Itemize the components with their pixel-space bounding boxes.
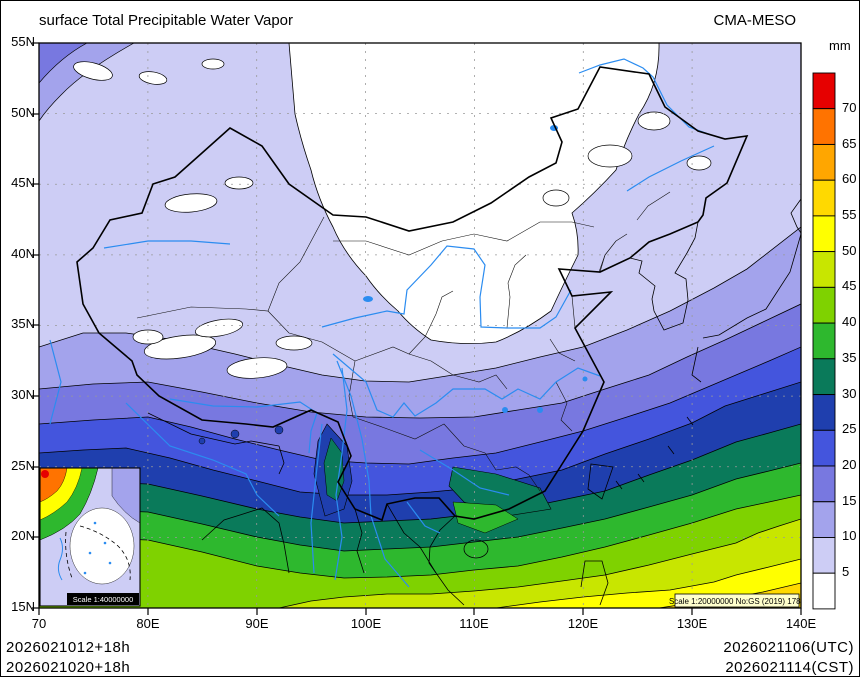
colorbar-unit: mm [829, 38, 851, 53]
colorbar-tick: 65 [842, 136, 857, 151]
colorbar-tick: 10 [842, 528, 857, 543]
taiwan-island [587, 463, 614, 500]
colorbar-tick: 60 [842, 171, 857, 186]
brahmaputra-river [169, 398, 318, 454]
korea-coast [629, 221, 699, 331]
colorbar-tick: 45 [842, 278, 857, 293]
page-title: surface Total Precipitable Water Vapor [39, 12, 294, 29]
lon-tick: 90E [245, 616, 269, 631]
inset-scale-text: Scale 1:40000000 [73, 595, 133, 604]
indus-river [49, 339, 62, 425]
colorbar-tick: 20 [842, 457, 857, 472]
plot-area: Scale 1:20000000 No:GS (2019) 1786 [39, 43, 806, 608]
model-name: CMA-MESO [713, 12, 797, 29]
lon-tick: 100E [350, 616, 382, 631]
colorbar-tick: 5 [842, 564, 850, 579]
luzon-coast [580, 560, 609, 606]
lat-tick: 35N [11, 316, 35, 331]
valid-time-utc: 2026021106(UTC) [723, 639, 854, 656]
precip-field [39, 43, 801, 608]
lon-tick: 80E [136, 616, 160, 631]
valid-time-cst: 2026021114(CST) [725, 659, 854, 676]
hainan-island [463, 539, 489, 559]
init-time-cst: 2026021020+18h [6, 659, 131, 676]
taihu-lake [582, 376, 588, 382]
colorbar-tick: 50 [842, 243, 857, 258]
mekong-river [336, 360, 410, 588]
red-river [406, 501, 441, 534]
china-border [76, 66, 749, 522]
japan-coast [702, 233, 801, 339]
band-45-50 [278, 518, 801, 608]
axis-ticks [32, 42, 802, 615]
province-borders [136, 191, 671, 492]
map-scale-text: Scale 1:20000000 No:GS (2019) 1786 [669, 597, 806, 606]
lat-tick: 55N [11, 34, 35, 49]
dongting-lake [502, 407, 508, 413]
lon-tick: 110E [459, 616, 489, 631]
lat-tick: 50N [11, 105, 35, 120]
lon-tick: 130E [676, 616, 708, 631]
amur-river [578, 58, 712, 136]
colorbar-tick: 15 [842, 493, 857, 508]
lon-tick: 140E [785, 616, 817, 631]
dry-region-north [288, 43, 660, 344]
colorbar-tick: 70 [842, 100, 857, 115]
ryukyu-arc [615, 416, 694, 490]
colorbar-tick: 30 [842, 386, 857, 401]
lon-tick: 120E [567, 616, 599, 631]
colorbar-tick: 25 [842, 421, 857, 436]
lon-tick: 70 [31, 616, 47, 631]
init-time-utc: 2026021012+18h [6, 639, 131, 656]
inset-map: Scale 1:40000000 [39, 467, 141, 607]
lat-tick: 15N [11, 599, 35, 614]
poyang-lake [537, 407, 543, 413]
irrawaddy-river [310, 423, 323, 574]
pearl-river [419, 449, 510, 496]
salween-river [334, 367, 348, 581]
songhua-river [626, 145, 715, 192]
colorbar-tick: 40 [842, 314, 857, 329]
map-scale-note: Scale 1:20000000 No:GS (2019) 1786 [669, 593, 806, 608]
yellow-river [321, 245, 572, 329]
bengal-coast [201, 507, 290, 574]
lat-tick: 45N [11, 175, 35, 190]
colorbar-tick: 35 [842, 350, 857, 365]
lat-tick: 25N [11, 458, 35, 473]
yangtze-river [332, 353, 601, 418]
tarim-river [103, 240, 231, 249]
rivers [49, 58, 715, 588]
lat-tick: 40N [11, 246, 35, 261]
colorbar [812, 72, 836, 610]
vietnam-coast [428, 515, 465, 606]
colorbar-tick: 55 [842, 207, 857, 222]
lat-tick: 20N [11, 528, 35, 543]
qinghai-lake [363, 296, 373, 302]
lat-tick: 30N [11, 387, 35, 402]
ganges-river [125, 402, 280, 517]
coastlines [147, 198, 801, 606]
himalaya-borders [147, 412, 280, 447]
